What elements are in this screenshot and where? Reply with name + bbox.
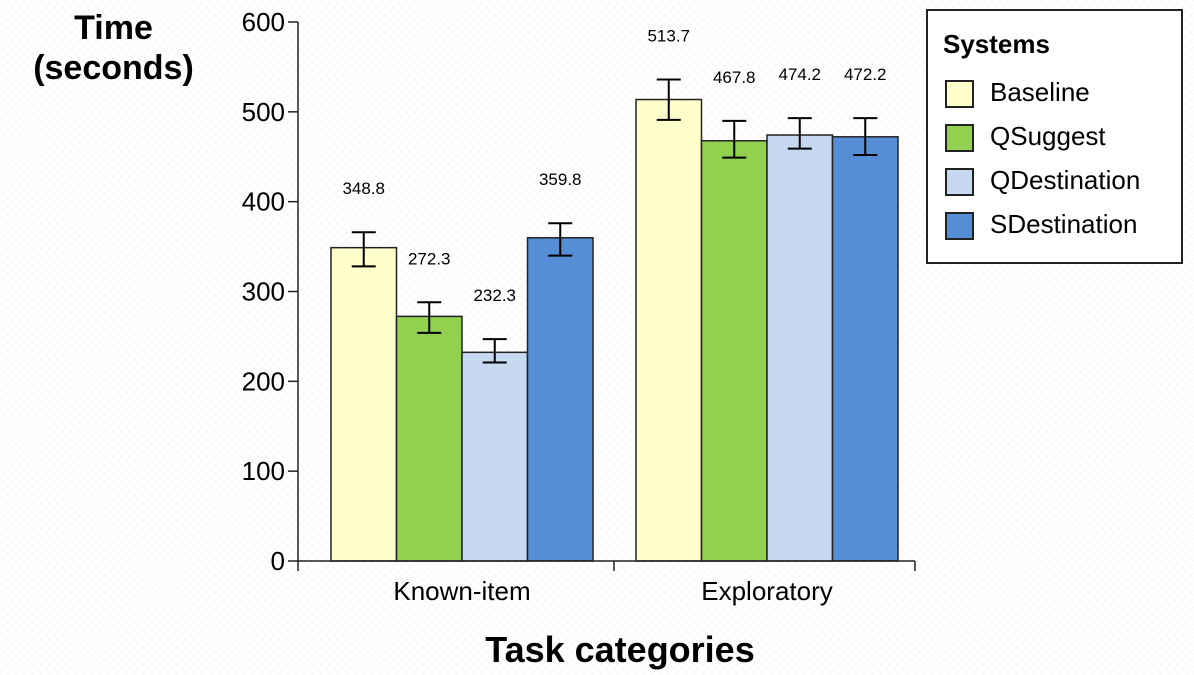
y-axis-title-line2: (seconds) bbox=[33, 49, 194, 87]
legend-title: Systems bbox=[943, 29, 1050, 59]
legend-label: QDestination bbox=[990, 165, 1141, 195]
data-label: 472.2 bbox=[844, 65, 887, 84]
y-tick-label: 200 bbox=[242, 366, 285, 396]
bar-baseline bbox=[635, 98, 703, 562]
y-tick-label: 300 bbox=[242, 277, 285, 307]
data-label: 474.2 bbox=[778, 65, 821, 84]
y-tick-label: 600 bbox=[242, 7, 285, 37]
bar-baseline bbox=[330, 246, 398, 562]
x-category-label: Exploratory bbox=[701, 576, 833, 606]
bar-qdestination bbox=[766, 134, 834, 562]
legend-swatch bbox=[945, 212, 974, 240]
bar-sdestination bbox=[831, 136, 899, 562]
legend-label: Baseline bbox=[990, 77, 1090, 107]
bar-qsuggest bbox=[395, 315, 463, 562]
data-label: 272.3 bbox=[408, 249, 451, 268]
x-axis-title: Task categories bbox=[485, 629, 755, 670]
y-tick-label: 500 bbox=[242, 97, 285, 127]
x-category-label: Known-item bbox=[393, 576, 530, 606]
bar-qdestination bbox=[461, 351, 529, 562]
data-label: 359.8 bbox=[539, 170, 582, 189]
legend-swatch bbox=[945, 124, 974, 152]
legend-label: QSuggest bbox=[990, 121, 1106, 151]
y-axis-title: Time (seconds) bbox=[6, 8, 221, 88]
y-tick-label: 0 bbox=[271, 546, 285, 576]
data-label: 348.8 bbox=[342, 179, 385, 198]
data-label: 513.7 bbox=[647, 26, 690, 45]
y-tick-label: 100 bbox=[242, 456, 285, 486]
legend-swatch bbox=[945, 168, 974, 196]
bar-sdestination bbox=[526, 237, 594, 562]
y-tick-label: 400 bbox=[242, 187, 285, 217]
y-axis-title-line1: Time bbox=[74, 9, 153, 47]
legend-label: SDestination bbox=[990, 209, 1138, 239]
legend: Systems Baseline QSuggest QDestination SDes… bbox=[926, 9, 1183, 264]
legend-swatch bbox=[945, 80, 974, 108]
data-label: 467.8 bbox=[713, 68, 756, 87]
data-label: 232.3 bbox=[473, 286, 516, 305]
bar-qsuggest bbox=[700, 140, 768, 562]
